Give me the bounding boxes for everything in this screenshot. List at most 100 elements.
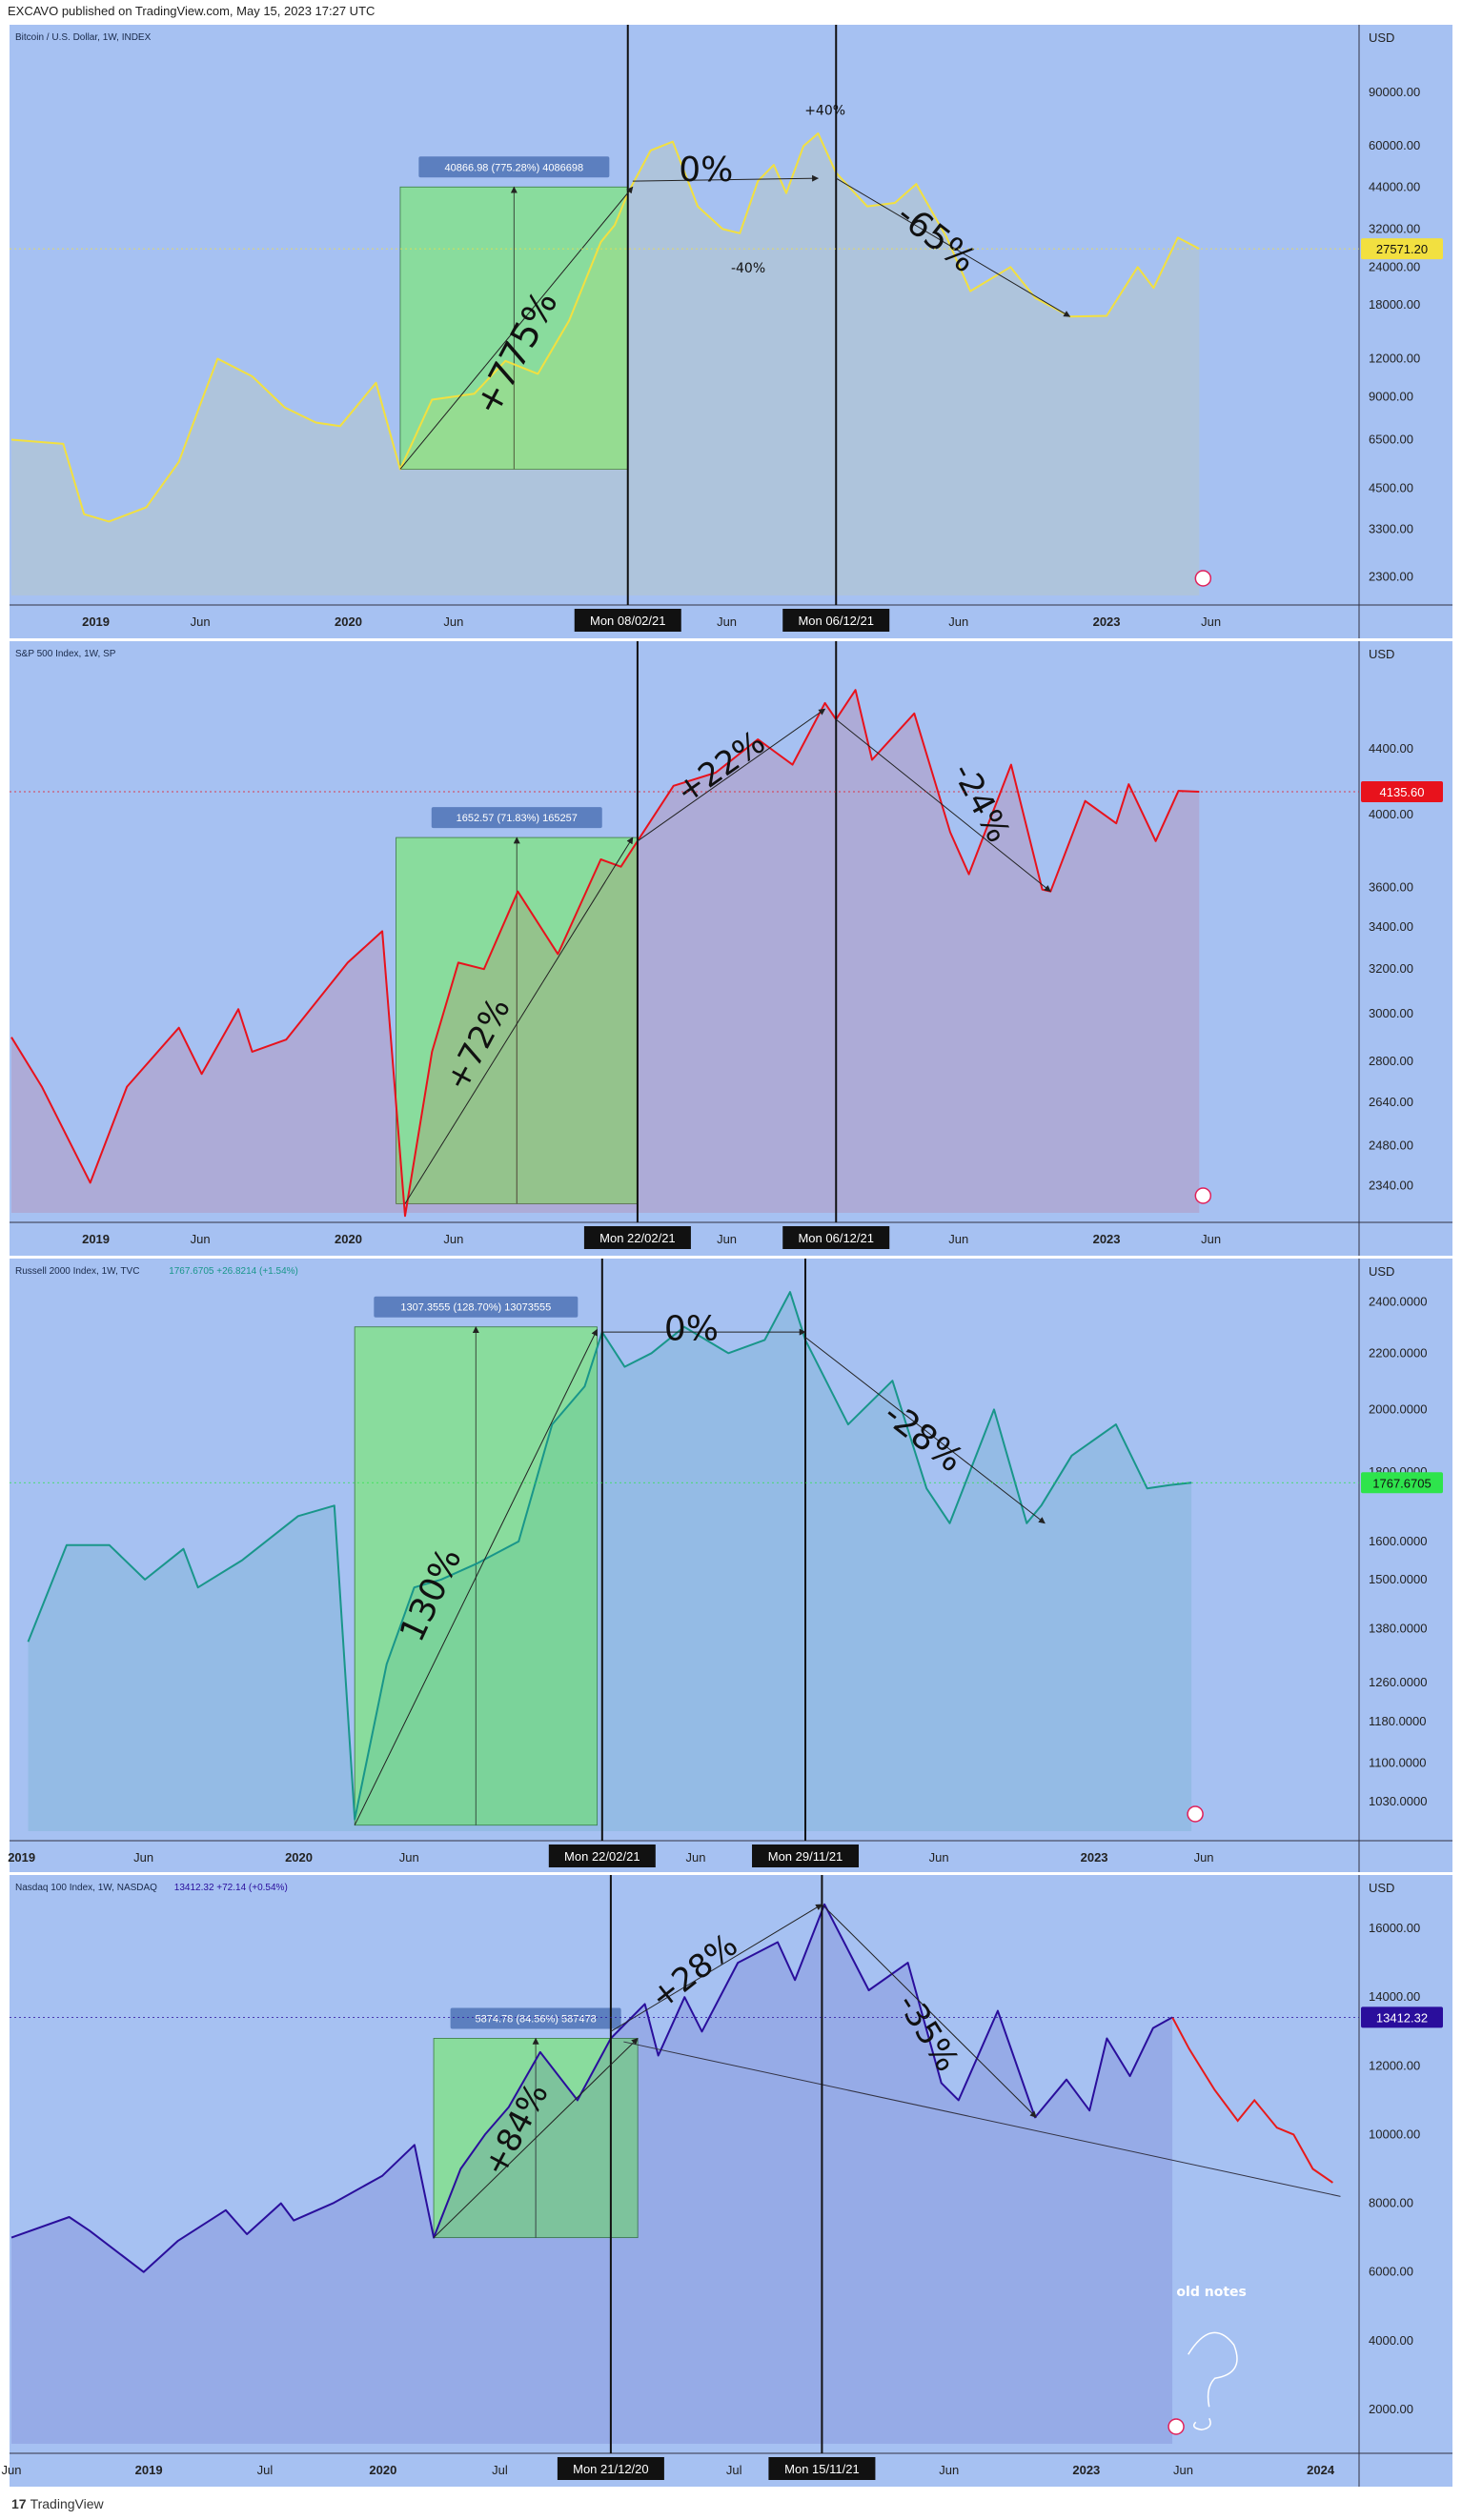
tradingview-brand: TradingView: [30, 2496, 104, 2511]
price-tick-label: 14000.00: [1369, 1989, 1420, 2004]
time-tick-label: 2020: [285, 1850, 313, 1865]
time-tick-label: Jun: [939, 2463, 959, 2477]
price-axis-unit: USD: [1369, 647, 1394, 661]
time-marker-badge: [574, 609, 681, 632]
time-tick-label: Jun: [717, 615, 737, 629]
annotation-arrow: [835, 718, 1051, 893]
time-tick-label: Jun: [948, 1232, 968, 1246]
time-marker-badge: [782, 609, 890, 632]
annotation-arrow: [637, 708, 826, 842]
lightning-icon: [1194, 570, 1212, 587]
price-tick-label: 24000.00: [1369, 259, 1420, 273]
price-tick-label: 1030.0000: [1369, 1794, 1427, 1808]
annotation-arrow: [404, 837, 634, 1204]
price-tick-label: 10000.00: [1369, 2127, 1420, 2141]
chart-panel: 1307.3555 (128.70%) 13073555130%0%-28%US…: [8, 1259, 1452, 1872]
price-tick-label: 3600.00: [1369, 880, 1413, 895]
time-marker-label: Mon 08/02/21: [590, 614, 666, 628]
measure-label-bg: [418, 156, 610, 178]
price-tick-label: 32000.00: [1369, 221, 1420, 235]
plot-area: [10, 641, 1359, 1256]
time-tick-label: Jun: [191, 615, 211, 629]
time-tick-label: Jun: [948, 615, 968, 629]
time-tick-label: Jul: [492, 2463, 508, 2477]
last-price-badge: [1361, 1472, 1443, 1494]
chart-subtitle: 13412.32 +72.14 (+0.54%): [174, 1883, 288, 1893]
price-tick-label: 2200.0000: [1369, 1345, 1427, 1360]
plot-area: [10, 25, 1359, 638]
annotation-arrow: [822, 1904, 1037, 2118]
price-tick-label: 4400.00: [1369, 741, 1413, 756]
time-marker-label: Mon 06/12/21: [798, 614, 874, 628]
price-tick-label: 2640.00: [1369, 1095, 1413, 1109]
chart-title: Russell 2000 Index, 1W, TVC: [15, 1266, 139, 1277]
price-tick-label: 1600.0000: [1369, 1534, 1427, 1548]
price-axis-area: [1359, 641, 1452, 1256]
time-tick-label: Jun: [929, 1850, 949, 1865]
price-tick-label: 2000.0000: [1369, 1401, 1427, 1416]
measure-label: 1307.3555 (128.70%) 13073555: [400, 1302, 551, 1314]
chart-title: Bitcoin / U.S. Dollar, 1W, INDEX: [15, 32, 152, 43]
price-tick-label: 2400.0000: [1369, 1294, 1427, 1308]
annotation-arrow: [399, 186, 634, 470]
price-tick-label: 3200.00: [1369, 961, 1413, 976]
price-tick-label: 4500.00: [1369, 481, 1413, 495]
time-marker-label: Mon 29/11/21: [768, 1849, 843, 1864]
time-tick-label: Jun: [1194, 1850, 1214, 1865]
time-tick-label: Jun: [443, 615, 463, 629]
time-tick-label: 2023: [1093, 615, 1121, 629]
last-price-value: 4135.60: [1380, 785, 1425, 799]
measure-label: 1652.57 (71.83%) 165257: [457, 813, 578, 824]
price-tick-label: 1500.0000: [1369, 1572, 1427, 1586]
percent-annotation: 0%: [679, 151, 733, 190]
chart-title: S&P 500 Index, 1W, SP: [15, 649, 116, 659]
percent-annotation: old notes: [1176, 2285, 1246, 2300]
annotation-arrow: [632, 174, 820, 182]
last-price-value: 1767.6705: [1372, 1476, 1431, 1490]
series-area: [28, 1292, 1192, 1831]
chart-subtitle: 1767.6705 +26.8214 (+1.54%): [169, 1266, 298, 1277]
annotation-arrow: [804, 1337, 1046, 1524]
price-tick-label: 4000.00: [1369, 2333, 1413, 2348]
time-marker-badge: [583, 1226, 691, 1249]
time-tick-label: Jun: [399, 1850, 419, 1865]
last-price-value: 27571.20: [1376, 242, 1428, 256]
time-marker-label: Mon 15/11/21: [784, 2462, 860, 2476]
price-tick-label: 1260.0000: [1369, 1675, 1427, 1689]
time-tick-label: 2023: [1093, 1232, 1121, 1246]
time-marker-label: Mon 21/12/20: [573, 2462, 649, 2476]
price-tick-label: 12000.00: [1369, 2058, 1420, 2072]
lightning-icon: [1168, 2418, 1185, 2435]
time-tick-label: Jun: [443, 1232, 463, 1246]
price-tick-label: 3000.00: [1369, 1006, 1413, 1020]
last-price-value: 13412.32: [1376, 2010, 1428, 2025]
price-tick-label: 1100.0000: [1369, 1755, 1427, 1769]
tradingview-footer[interactable]: 17 TradingView: [11, 2496, 104, 2511]
price-tick-label: 6000.00: [1369, 2265, 1413, 2279]
price-tick-label: 2800.00: [1369, 1054, 1413, 1068]
chart-panel: 1652.57 (71.83%) 165257+72%+22% -24%USD44…: [10, 641, 1452, 1256]
measure-label-bg: [431, 807, 602, 829]
time-tick-label: Jun: [2, 2463, 22, 2477]
price-tick-label: 3400.00: [1369, 919, 1413, 934]
tradingview-logo: 17: [11, 2496, 27, 2511]
time-tick-label: Jul: [726, 2463, 742, 2477]
time-tick-label: 2020: [335, 615, 362, 629]
price-tick-label: 2300.00: [1369, 570, 1413, 584]
measure-label-bg: [450, 2007, 621, 2029]
series-area: [11, 1904, 1173, 2444]
price-tick-label: 90000.00: [1369, 85, 1420, 99]
time-marker-badge: [557, 2457, 664, 2480]
price-tick-label: 2000.00: [1369, 2402, 1413, 2416]
time-marker-badge: [782, 1226, 890, 1249]
percent-annotation: -40%: [731, 261, 765, 276]
chart-panel: 40866.98 (775.28%) 4086698+775%0%-65%+40…: [10, 25, 1452, 638]
time-tick-label: 2020: [369, 2463, 396, 2477]
series-line: [10, 1903, 1173, 2273]
price-tick-label: 12000.00: [1369, 351, 1420, 365]
time-marker-badge: [768, 2457, 876, 2480]
trend-line: [623, 2041, 1341, 2197]
price-tick-label: 16000.00: [1369, 1921, 1420, 1935]
projection-line: [1171, 2016, 1333, 2184]
